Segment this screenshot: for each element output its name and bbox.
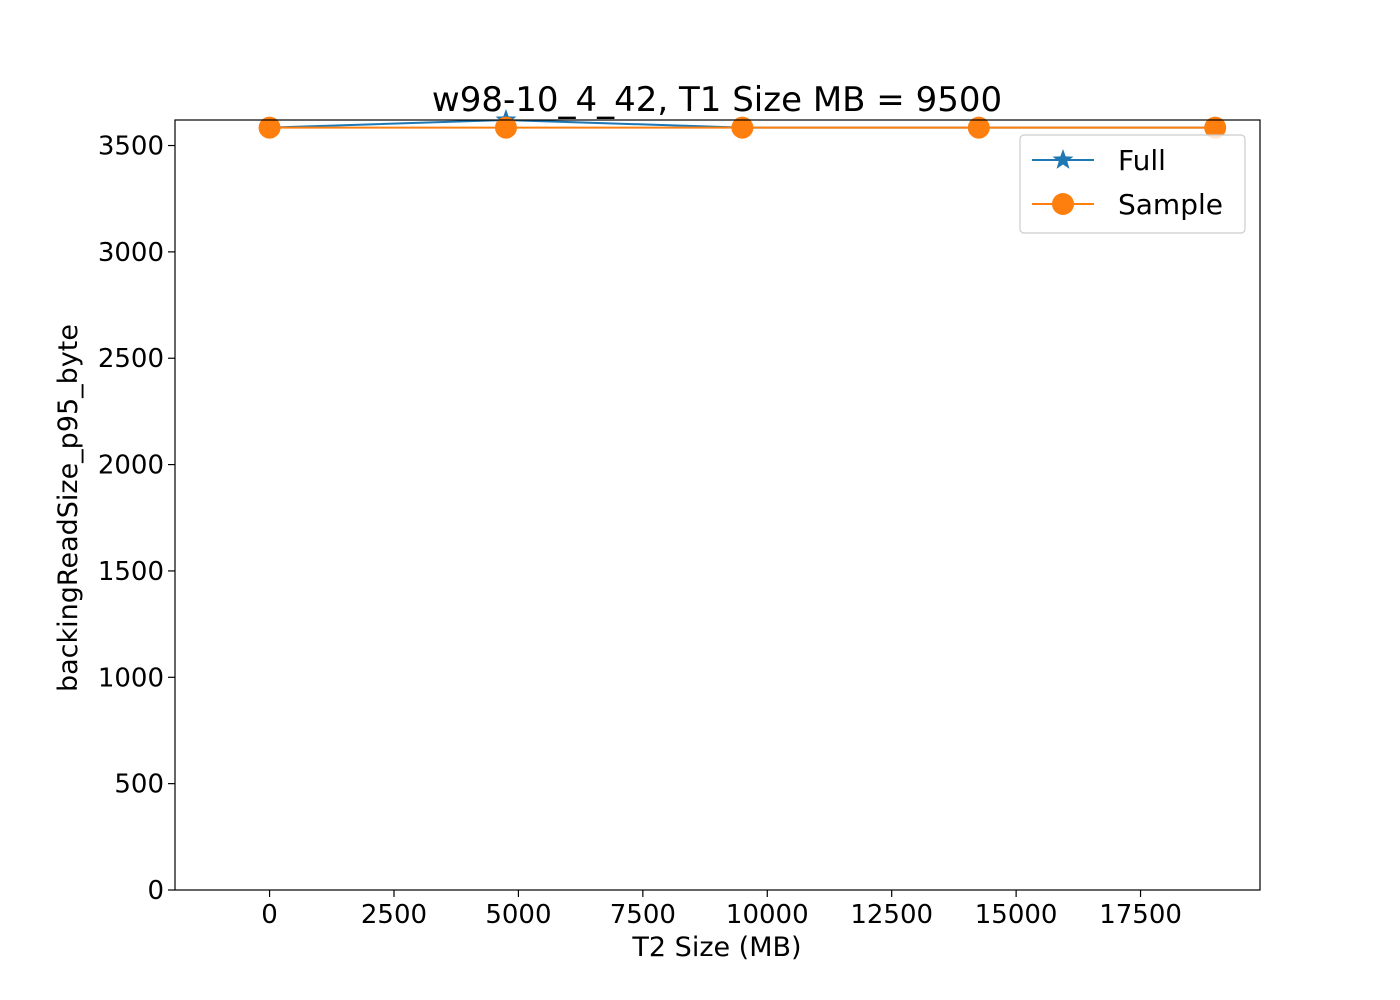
y-tick-label: 3000: [98, 238, 164, 268]
y-tick-label: 1000: [98, 663, 164, 693]
y-tick-label: 1500: [98, 557, 164, 587]
data-point-sample: [731, 116, 754, 139]
y-tick-label: 0: [147, 876, 164, 906]
x-tick-label: 5000: [485, 900, 551, 930]
data-point-sample: [258, 116, 281, 139]
legend-marker-full: [1052, 149, 1074, 169]
legend-label-sample: Sample: [1118, 188, 1223, 221]
x-axis: 0 2500 5000 7500 10000 12500 15000 17500: [261, 890, 1182, 930]
y-axis-label: backingReadSize_p95_byte: [53, 324, 84, 692]
x-tick-label: 7500: [610, 900, 676, 930]
x-axis-label: T2 Size (MB): [631, 932, 801, 963]
data-point-sample: [1204, 116, 1227, 139]
data-point-sample: [494, 116, 517, 139]
plot-frame: [174, 119, 1261, 891]
data-point-sample: [967, 116, 990, 139]
y-tick-label: 500: [114, 770, 164, 800]
x-tick-label: 10000: [726, 900, 809, 930]
chart-title: w98-10_4_42, T1 Size MB = 9500: [432, 80, 1002, 120]
x-tick-label: 17500: [1099, 900, 1182, 930]
x-tick-label: 12500: [850, 900, 933, 930]
plot-area: [258, 109, 1227, 139]
x-tick-label: 2500: [361, 900, 427, 930]
y-tick-label: 3500: [98, 132, 164, 162]
y-tick-label: 2500: [98, 344, 164, 374]
legend-label-full: Full: [1118, 144, 1166, 177]
legend: Full Sample: [1019, 134, 1246, 234]
x-tick-label: 15000: [975, 900, 1058, 930]
y-axis: 0 500 1000 1500 2000 2500 3000 3500: [98, 132, 175, 906]
x-tick-label: 0: [261, 900, 278, 930]
legend-marker-sample: [1052, 193, 1074, 215]
y-tick-label: 2000: [98, 451, 164, 481]
